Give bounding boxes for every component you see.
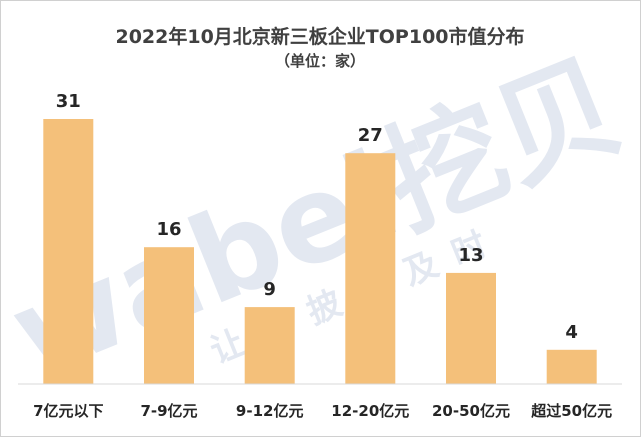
value-label-0: 31 — [56, 91, 81, 112]
bar-3 — [345, 153, 396, 384]
category-label-3: 12-20亿元 — [331, 402, 409, 420]
chart-subtitle: （单位：家） — [275, 52, 365, 70]
chart-title: 2022年10月北京新三板企业TOP100市值分布 — [115, 25, 524, 48]
bar-5 — [546, 349, 597, 384]
bar-1 — [144, 247, 194, 384]
value-label-3: 27 — [358, 125, 383, 146]
value-label-2: 9 — [263, 279, 276, 300]
bars-layer — [43, 119, 597, 384]
bar-2 — [244, 307, 295, 384]
value-label-4: 13 — [458, 245, 483, 266]
category-label-5: 超过50亿元 — [530, 402, 612, 420]
value-label-1: 16 — [156, 219, 181, 240]
category-label-4: 20-50亿元 — [432, 402, 510, 420]
bar-0 — [43, 119, 94, 384]
category-label-2: 9-12亿元 — [236, 402, 304, 420]
value-labels-layer: 31 16 9 27 13 4 — [56, 91, 578, 343]
value-label-5: 4 — [565, 322, 578, 343]
bar-4 — [446, 272, 496, 384]
watermark-logo: wabei挖贝 — [0, 36, 639, 405]
category-label-1: 7-9亿元 — [140, 402, 197, 420]
category-labels-layer: 7亿元以下 7-9亿元 9-12亿元 12-20亿元 20-50亿元 超过50亿元 — [33, 402, 612, 420]
category-label-0: 7亿元以下 — [33, 402, 103, 420]
watermark: wabei挖贝 让信披更及时 — [0, 36, 639, 405]
